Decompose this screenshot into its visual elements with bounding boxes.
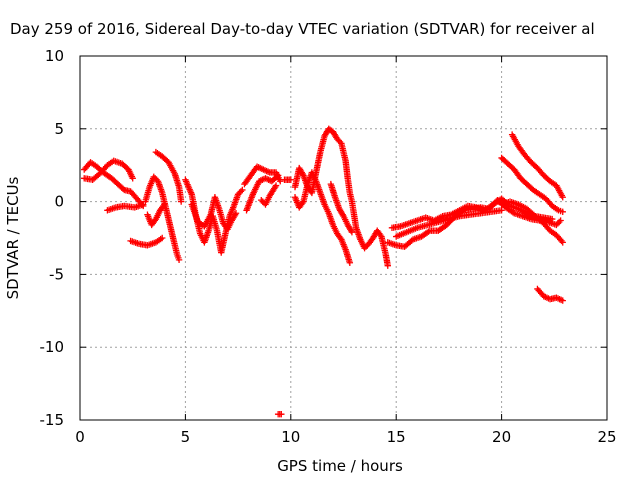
data-point [553, 221, 560, 229]
data-point [129, 175, 136, 182]
x-tick-label: 0 [75, 428, 85, 446]
data-point [151, 175, 159, 182]
data-point [339, 211, 346, 218]
data-point [232, 210, 240, 217]
data-point [273, 173, 281, 180]
data-point [377, 231, 384, 239]
data-point [336, 138, 344, 146]
data-point [425, 228, 432, 235]
data-point [384, 262, 391, 269]
data-point [236, 189, 243, 197]
data-point [299, 170, 306, 178]
data-point [559, 194, 566, 201]
plot-frame [79, 55, 608, 421]
chart-title: Day 259 of 2016, Sidereal Day-to-day VTE… [10, 20, 595, 38]
x-tick-label: 5 [181, 428, 191, 446]
y-axis-label: SDTVAR / TECUs [4, 176, 22, 299]
data-point [271, 183, 279, 191]
data-point [159, 234, 166, 242]
x-tick-label: 25 [597, 428, 616, 446]
data-point [347, 227, 355, 234]
data-point [177, 198, 185, 205]
data-point [335, 137, 342, 144]
data-point [559, 239, 566, 246]
y-tick-label: 0 [54, 193, 64, 211]
data-point [239, 186, 246, 194]
data-points [81, 125, 566, 418]
data-point [333, 135, 341, 143]
data-point [348, 228, 356, 236]
data-point [278, 410, 285, 418]
data-point [559, 208, 566, 215]
axis-ticks: 0 5 10 15 20 25 -15 -10 -5 0 5 10 [40, 47, 617, 446]
data-point [362, 243, 370, 250]
data-point [277, 178, 284, 185]
data-point [160, 202, 167, 210]
data-point [274, 172, 282, 179]
data-point [175, 256, 183, 264]
data-point [556, 218, 563, 226]
data-point [346, 259, 354, 266]
data-point [150, 173, 157, 181]
x-tick-label: 10 [281, 428, 300, 446]
y-tick-label: -15 [40, 411, 65, 429]
x-tick-label: 20 [492, 428, 511, 446]
data-point [361, 244, 368, 252]
data-point [272, 182, 280, 189]
data-point [557, 217, 564, 224]
data-point [258, 196, 265, 204]
data-point [151, 217, 159, 224]
y-tick-label: -5 [49, 265, 64, 283]
data-point [554, 220, 562, 227]
data-point [287, 176, 294, 183]
data-point [234, 191, 242, 198]
y-tick-label: 10 [45, 47, 64, 65]
data-point [237, 188, 245, 195]
data-point [498, 207, 505, 214]
x-axis-label: GPS time / hours [277, 457, 403, 475]
data-point [299, 199, 306, 207]
data-point [558, 237, 565, 245]
data-point [559, 297, 566, 304]
data-point [161, 201, 168, 208]
data-point [548, 215, 556, 223]
x-tick-label: 15 [387, 428, 406, 446]
y-tick-label: -10 [40, 338, 65, 356]
data-point [231, 211, 239, 218]
y-tick-label: 5 [54, 120, 64, 138]
